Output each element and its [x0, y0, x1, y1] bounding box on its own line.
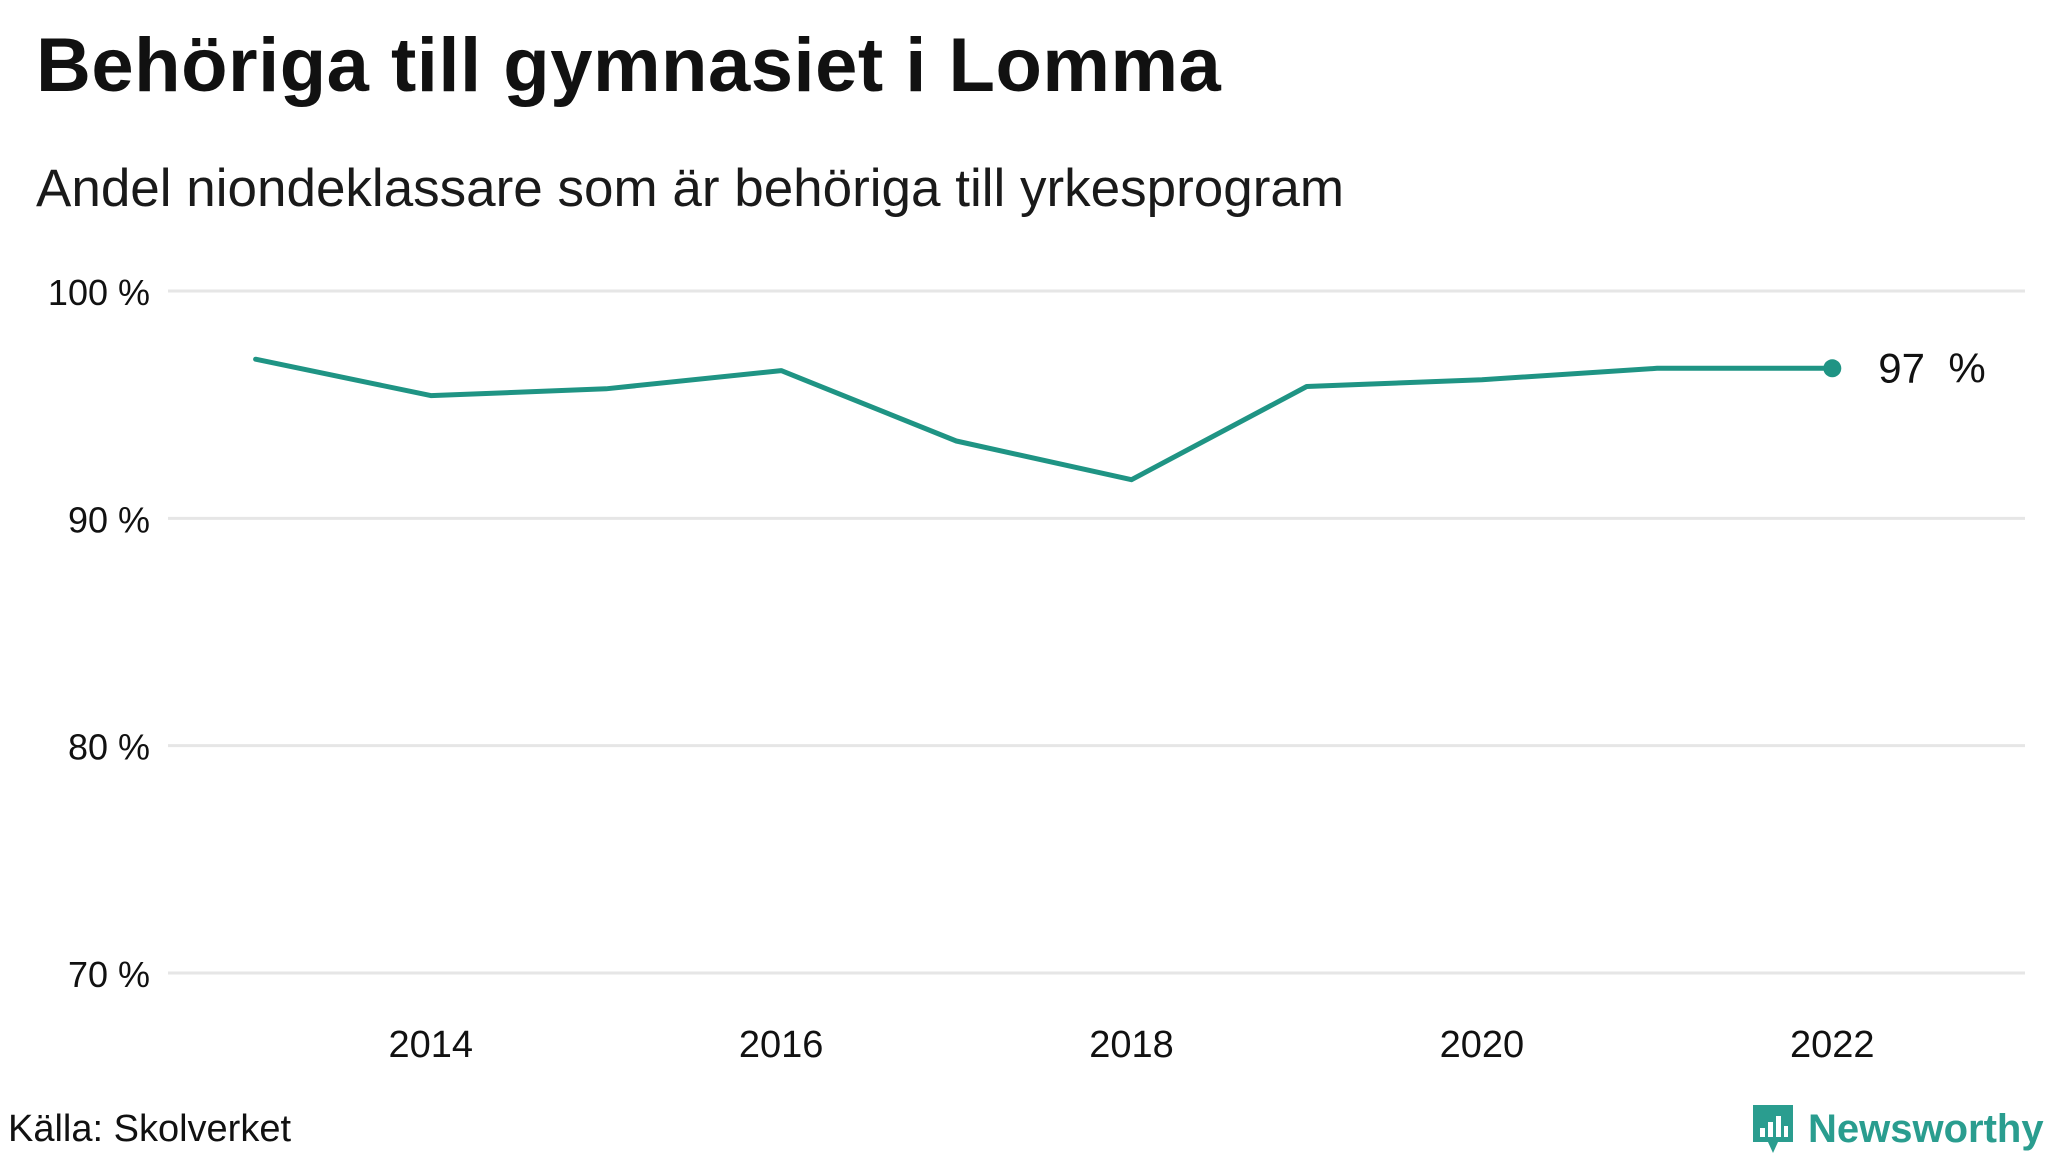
newsworthy-logo[interactable]: Newsworthy	[1750, 1100, 2044, 1158]
x-tick-label: 2022	[1790, 1024, 1875, 1066]
newsworthy-logo-icon	[1753, 1105, 1793, 1153]
chart-subtitle: Andel niondeklassare som är behöriga til…	[36, 159, 1344, 218]
end-value-label: 97 %	[1878, 344, 1985, 391]
y-tick-label: 70 %	[68, 954, 150, 995]
newsworthy-logo-text: Newsworthy	[1808, 1106, 2044, 1151]
end-point	[1823, 359, 1842, 378]
series-line	[253, 356, 1835, 483]
y-tick-label: 100 %	[48, 272, 150, 313]
y-axis-ticks: 70 % 80 % 90 % 100 %	[48, 272, 150, 995]
gridlines	[168, 289, 2025, 975]
source-note: Källa: Skolverket	[8, 1108, 292, 1150]
x-tick-label: 2020	[1440, 1024, 1525, 1066]
x-axis-ticks: 2014 2016 2018 2020 2022	[389, 1024, 1875, 1066]
y-tick-label: 80 %	[68, 727, 150, 768]
x-tick-label: 2016	[739, 1024, 824, 1066]
x-tick-label: 2018	[1089, 1024, 1174, 1066]
series-layer	[253, 356, 1842, 483]
line-chart: 70 % 80 % 90 % 100 % 2014 2016 2018 2020 2022 9…	[48, 272, 2025, 1066]
data-labels: 97 %	[1878, 344, 1985, 391]
chart-title: Behöriga till gymnasiet i Lomma	[36, 23, 1222, 108]
x-tick-label: 2014	[389, 1024, 474, 1066]
y-tick-label: 90 %	[68, 499, 150, 540]
